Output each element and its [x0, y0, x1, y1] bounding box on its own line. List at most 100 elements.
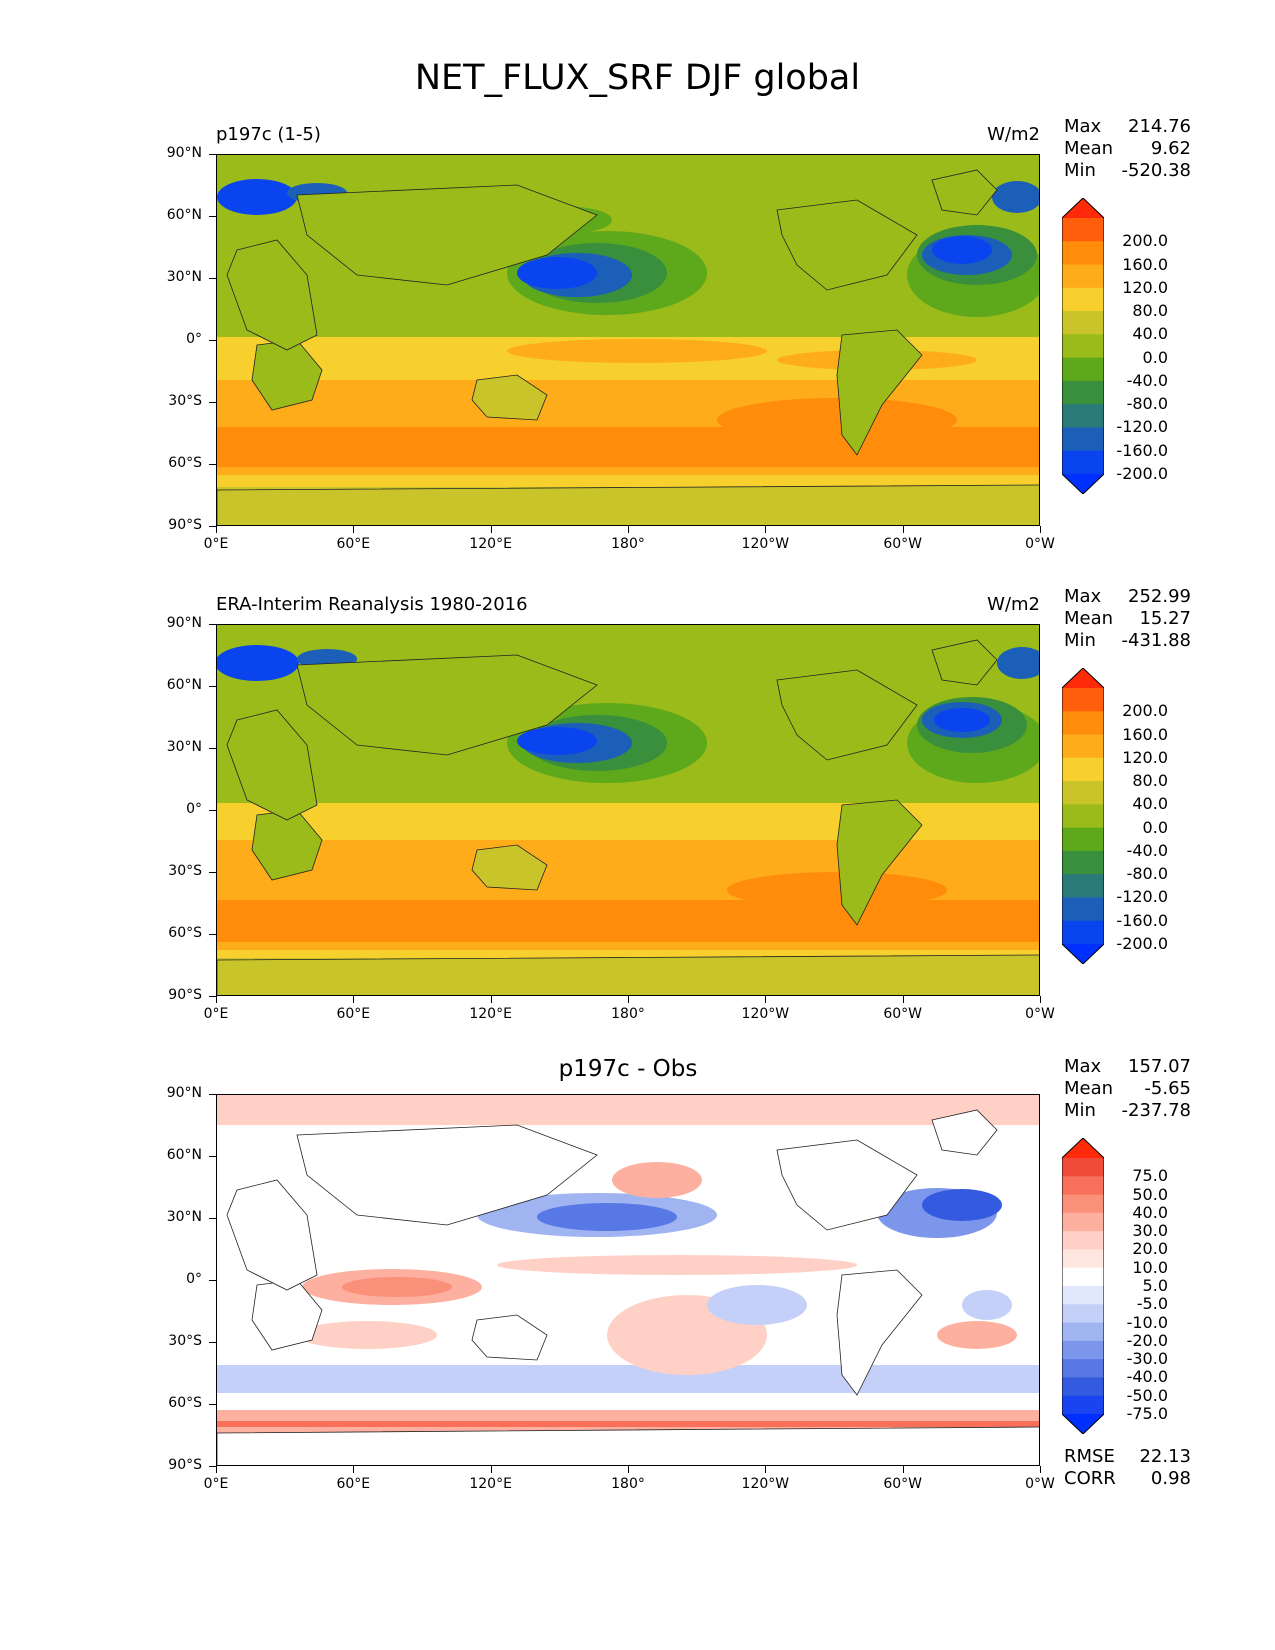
colorbar-tick-label: -80.0 [1126, 864, 1168, 884]
colorbar-segment [1062, 897, 1104, 922]
colorbar-tick-label: -10.0 [1126, 1312, 1168, 1332]
colorbar-segment [1062, 1377, 1104, 1397]
colorbar-tick-label: -200.0 [1116, 464, 1168, 483]
colorbar-tick-label: -160.0 [1116, 440, 1168, 460]
lon-tick [353, 526, 355, 533]
colorbar-tick-label: -40.0 [1126, 1367, 1168, 1387]
lon-tick-label: 0°E [203, 1006, 229, 1022]
lon-tick [902, 1466, 904, 1473]
min-label: Min [1064, 1100, 1096, 1121]
lon-tick-label: 60°W [883, 1006, 922, 1022]
lat-tick-label: 0° [186, 1271, 202, 1287]
lat-tick-label: 0° [186, 331, 202, 347]
lon-tick-label: 120°E [469, 1476, 512, 1492]
lon-tick [628, 996, 629, 1003]
lon-tick-label: 60°E [336, 536, 371, 552]
colorbar-extend-bottom [1062, 474, 1104, 494]
colorbar-segment [1062, 1212, 1104, 1232]
map-frame [216, 1094, 1040, 1466]
lat-tick [209, 686, 216, 687]
model-panel: p197c (1-5) W/m2 Max 214.76 Mean 9.62 Min -… [0, 116, 1275, 584]
colorbar-tick-label: -75.0 [1126, 1404, 1168, 1423]
obs-panel: ERA-Interim Reanalysis 1980-2016 W/m2 Ma… [0, 586, 1275, 1054]
diff-map [217, 1095, 1039, 1465]
max-value: 252.99 [1128, 586, 1191, 607]
lat-tick [209, 624, 216, 625]
colorbar-tick-label: -160.0 [1116, 910, 1168, 930]
lon-tick-label: 60°E [336, 1476, 371, 1492]
lat-tick-label: 60°S [168, 455, 202, 471]
colorbar [1062, 198, 1104, 494]
lat-tick [209, 1280, 216, 1281]
lat-tick-label: 30°N [166, 1209, 202, 1225]
flux-map [217, 625, 1039, 995]
lon-tick-label: 60°W [883, 1476, 922, 1492]
lat-tick-label: 30°S [168, 393, 202, 409]
panel-left-title: p197c (1-5) [216, 124, 321, 145]
lon-tick-label: 0°W [1025, 1006, 1055, 1022]
lon-tick [490, 1466, 492, 1473]
colorbar-tick-label: 20.0 [1132, 1239, 1168, 1259]
max-value: 157.07 [1128, 1056, 1191, 1077]
stats-box: Max 252.99 Mean 15.27 Min -431.88 [1064, 586, 1191, 652]
mean-label: Mean [1064, 608, 1114, 629]
colorbar-segment [1062, 357, 1104, 382]
colorbar-tick-label: 40.0 [1132, 324, 1168, 344]
colorbar-extend-bottom [1062, 1414, 1104, 1434]
lat-tick [209, 1466, 216, 1467]
colorbar-extend-top [1062, 1138, 1104, 1158]
colorbar-tick-label: 120.0 [1122, 747, 1168, 767]
colorbar-tick-label: 200.0 [1122, 701, 1168, 721]
lat-tick [209, 1218, 216, 1219]
lat-tick-label: 30°S [168, 863, 202, 879]
colorbar-tick-label: 5.0 [1142, 1276, 1168, 1295]
lon-tick-label: 60°E [336, 1006, 371, 1022]
lat-tick [209, 996, 216, 997]
colorbar-segment [1062, 1322, 1104, 1342]
lat-tick [209, 526, 216, 527]
colorbar-segment [1062, 781, 1104, 805]
lat-tick [209, 1342, 216, 1343]
colorbar-segment [1062, 734, 1104, 759]
mean-value: 9.62 [1150, 138, 1191, 159]
colorbar-tick-label: 200.0 [1122, 231, 1168, 251]
stats-box: Max 214.76 Mean 9.62 Min -520.38 [1064, 116, 1191, 182]
colorbar-tick-label: 0.0 [1142, 347, 1168, 367]
lon-tick [216, 996, 217, 1003]
lon-tick-label: 120°E [469, 1006, 512, 1022]
lon-tick [490, 526, 492, 533]
colorbar-segment [1062, 827, 1104, 852]
lon-tick [1040, 996, 1041, 1003]
lon-tick-label: 120°W [741, 1476, 790, 1492]
lon-tick [765, 996, 767, 1003]
min-label: Min [1064, 160, 1096, 181]
map-frame [216, 154, 1040, 526]
colorbar-segment [1062, 287, 1104, 312]
lon-tick-label: 120°W [741, 536, 790, 552]
lon-tick [765, 526, 767, 533]
lon-tick-label: 180° [611, 1476, 645, 1492]
min-label: Min [1064, 630, 1096, 651]
lat-tick [209, 748, 216, 749]
lat-tick-label: 60°N [166, 1147, 202, 1163]
lat-tick-label: 30°N [166, 269, 202, 285]
lat-tick-label: 30°S [168, 1333, 202, 1349]
colorbar-segment [1062, 1395, 1104, 1415]
panel-left-title: ERA-Interim Reanalysis 1980-2016 [216, 594, 528, 615]
colorbar-tick-label: 40.0 [1132, 794, 1168, 814]
colorbar [1062, 1138, 1104, 1434]
colorbar-tick-label: 120.0 [1122, 277, 1168, 297]
lon-tick [902, 526, 904, 533]
lat-tick-label: 90°N [166, 145, 202, 161]
lat-tick [209, 1156, 216, 1157]
lon-tick [1040, 526, 1041, 533]
colorbar-segment [1062, 850, 1104, 875]
colorbar-segment [1062, 1286, 1104, 1305]
min-value: -520.38 [1121, 160, 1191, 181]
mean-value: -5.65 [1144, 1078, 1191, 1099]
colorbar-tick-label: -200.0 [1116, 934, 1168, 953]
max-value: 214.76 [1128, 116, 1191, 137]
diff-panel: p197c - Obs Max 157.07 Mean -5.65 Min -237.… [0, 1056, 1275, 1524]
lat-tick [209, 154, 216, 155]
colorbar-segment [1062, 1194, 1104, 1214]
